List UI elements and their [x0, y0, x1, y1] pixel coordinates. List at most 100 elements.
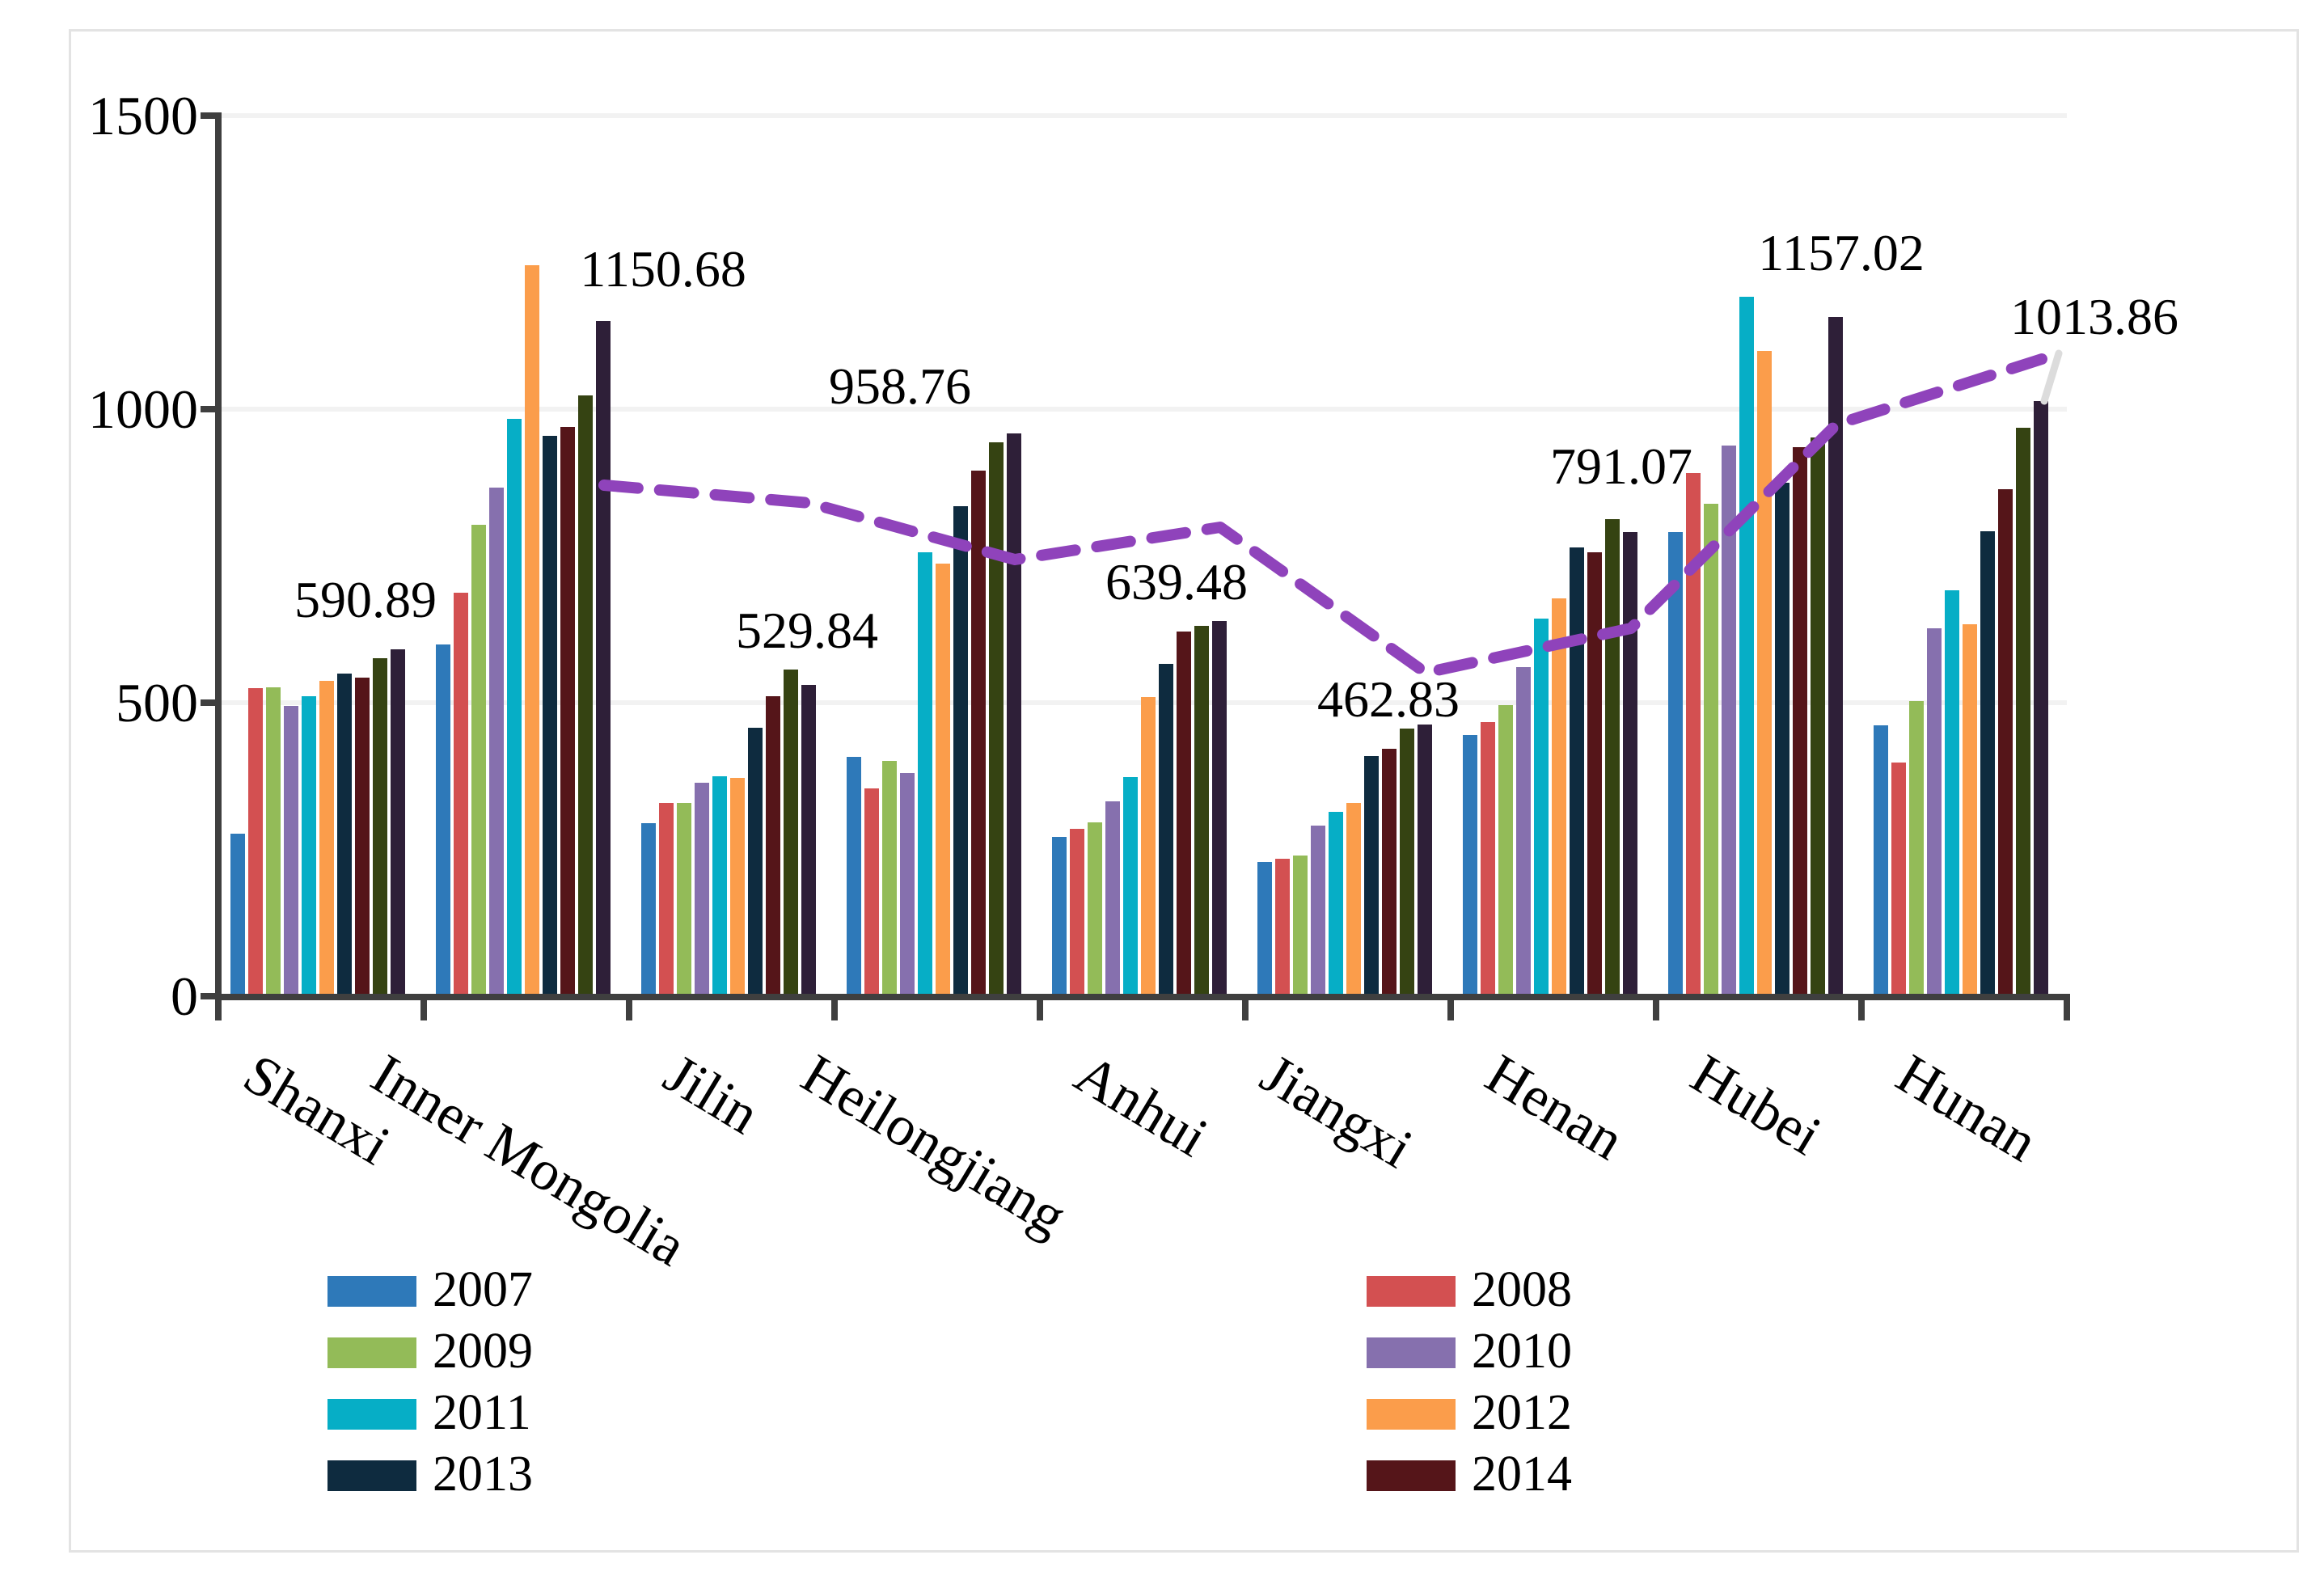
bar-2011-jilin	[712, 775, 727, 996]
bar-2012-hunan	[1963, 623, 1977, 996]
bar-2008-anhui	[1070, 829, 1084, 996]
legend-label-2007: 2007	[433, 1262, 533, 1317]
bar-2011-shanxi	[302, 696, 316, 996]
bar-2011-hunan	[1945, 590, 1959, 996]
bar-2007-henan	[1463, 734, 1477, 996]
data-label-hunan: 1013.86	[2010, 288, 2178, 345]
data-label-leader-line	[2040, 349, 2063, 405]
y-axis-tick-label: 1500	[88, 85, 198, 146]
bar-2010-anhui	[1105, 801, 1120, 996]
bar-2009-anhui	[1088, 822, 1102, 996]
bar-2012-hubei	[1757, 351, 1772, 996]
legend-swatch-2008	[1367, 1276, 1456, 1307]
bar-2010-jiangxi	[1311, 825, 1325, 996]
bar-2008-shanxi	[248, 687, 263, 996]
bar-2010-hubei	[1722, 446, 1736, 996]
data-label-jilin: 529.84	[736, 602, 878, 659]
bar-2011-henan	[1534, 619, 1549, 996]
data-label-hubei: 1157.02	[1758, 224, 1925, 281]
x-axis-tick	[1242, 996, 1249, 1020]
legend-swatch-2010	[1367, 1337, 1456, 1368]
legend-label-2013: 2013	[433, 1447, 533, 1502]
legend-swatch-2011	[327, 1399, 416, 1430]
bar-2012-shanxi	[319, 681, 334, 996]
x-axis-line	[215, 994, 2070, 1000]
bar-2008-hunan	[1891, 763, 1906, 996]
bar-2015-hubei	[1811, 437, 1825, 996]
bar-2015-heilongjiang	[989, 442, 1004, 996]
x-axis-tick	[1447, 996, 1454, 1020]
bar-2016-hunan	[2034, 400, 2048, 996]
bar-2015-jiangxi	[1400, 728, 1414, 996]
bar-2016-henan	[1623, 531, 1637, 996]
legend-label-2009: 2009	[433, 1324, 533, 1379]
bar-2016-anhui	[1212, 620, 1227, 996]
y-axis-tick-500	[201, 699, 218, 706]
bar-2011-heilongjiang	[918, 552, 932, 996]
bar-2010-jilin	[695, 783, 709, 996]
x-axis-tick	[1653, 996, 1659, 1020]
bar-2007-inner-mongolia	[436, 644, 450, 996]
x-axis-tick	[831, 996, 838, 1020]
bar-2012-inner-mongolia	[525, 265, 539, 996]
moving-average-trend-line	[598, 353, 2047, 678]
bar-2009-inner-mongolia	[471, 525, 486, 996]
bar-2007-hunan	[1874, 725, 1888, 996]
y-axis-tick-label: 1000	[88, 378, 198, 440]
bar-2009-jilin	[677, 803, 691, 996]
bar-2009-hubei	[1704, 503, 1718, 996]
bar-2013-heilongjiang	[953, 505, 968, 996]
data-label-jiangxi: 462.83	[1317, 670, 1460, 728]
y-axis-line	[215, 112, 222, 1001]
bar-2015-inner-mongolia	[578, 395, 593, 996]
y-axis-tick-label: 500	[116, 672, 198, 733]
bar-2015-hunan	[2016, 428, 2030, 996]
bar-2007-hubei	[1668, 531, 1683, 996]
bar-2008-jilin	[659, 803, 674, 996]
bar-2015-jilin	[784, 669, 798, 996]
bar-2014-heilongjiang	[971, 471, 986, 996]
legend-label-2012: 2012	[1472, 1385, 1572, 1440]
bar-2013-henan	[1570, 547, 1584, 996]
legend-swatch-2013	[327, 1460, 416, 1491]
bar-2007-jilin	[641, 822, 656, 996]
y-axis-tick-0	[201, 993, 218, 999]
legend-swatch-2012	[1367, 1399, 1456, 1430]
bar-2013-inner-mongolia	[543, 436, 557, 996]
bar-2015-shanxi	[373, 657, 387, 996]
bar-2010-inner-mongolia	[489, 488, 504, 996]
bar-2012-jiangxi	[1346, 803, 1361, 996]
bar-2014-henan	[1587, 552, 1602, 996]
x-axis-tick	[626, 996, 632, 1020]
y-axis-tick-label: 0	[171, 965, 198, 1027]
bar-2013-hubei	[1775, 482, 1789, 996]
bar-2008-heilongjiang	[864, 788, 879, 996]
bar-2008-henan	[1481, 721, 1495, 996]
bar-2009-heilongjiang	[882, 760, 897, 996]
bar-2013-anhui	[1159, 664, 1173, 996]
bar-2009-henan	[1498, 704, 1513, 996]
bar-2012-jilin	[730, 777, 745, 996]
bar-2013-jilin	[748, 728, 763, 996]
bar-2007-shanxi	[230, 833, 245, 996]
gridline-1000	[218, 407, 2067, 412]
gridline-1500	[218, 113, 2067, 118]
bar-2010-shanxi	[284, 706, 298, 996]
bar-2014-hunan	[1998, 488, 2013, 996]
chart-border-frame	[69, 29, 2299, 1553]
bar-2008-jiangxi	[1275, 859, 1290, 996]
bar-2010-heilongjiang	[900, 773, 915, 996]
bar-2011-anhui	[1123, 777, 1138, 996]
bar-2011-hubei	[1739, 297, 1754, 996]
bar-2016-hubei	[1828, 317, 1843, 996]
x-axis-tick	[420, 996, 427, 1020]
bar-2007-jiangxi	[1257, 861, 1272, 996]
bar-2010-henan	[1516, 667, 1531, 996]
bar-2009-shanxi	[266, 687, 281, 996]
bar-2008-hubei	[1686, 473, 1701, 996]
bar-2013-shanxi	[337, 673, 352, 996]
bar-2014-anhui	[1177, 632, 1191, 996]
legend-label-2008: 2008	[1472, 1262, 1572, 1317]
